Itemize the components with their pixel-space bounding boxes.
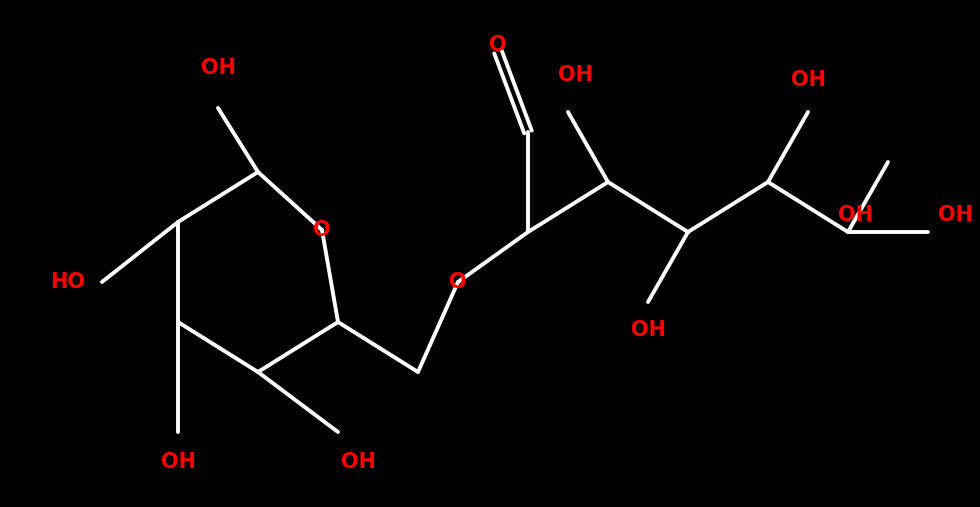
Text: OH: OH	[791, 70, 825, 90]
Text: O: O	[314, 220, 331, 240]
Text: OH: OH	[161, 452, 195, 472]
Text: O: O	[449, 272, 466, 292]
Text: OH: OH	[340, 452, 375, 472]
Text: O: O	[489, 35, 507, 55]
Text: OH: OH	[558, 65, 593, 85]
Text: OH: OH	[201, 58, 235, 78]
Text: OH: OH	[630, 320, 665, 340]
Text: OH: OH	[938, 205, 972, 225]
Text: HO: HO	[51, 272, 85, 292]
Text: OH: OH	[838, 205, 872, 225]
